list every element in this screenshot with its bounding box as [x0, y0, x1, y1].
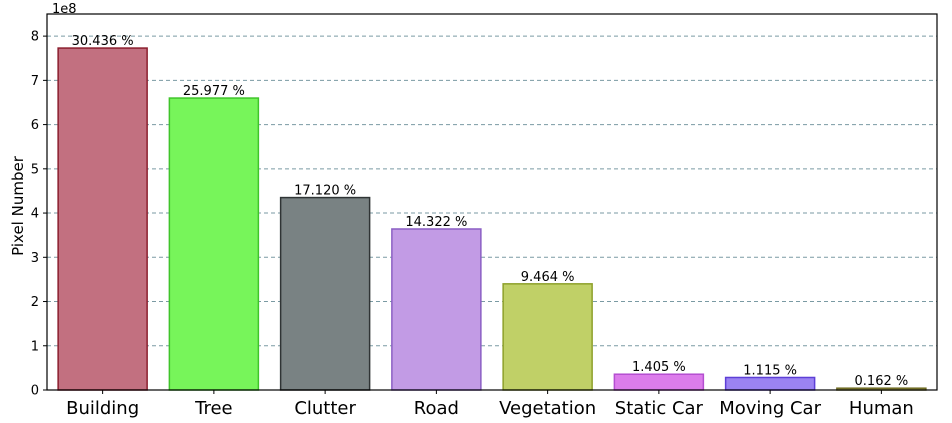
bar-static-car [613, 373, 705, 391]
bar-tree [168, 97, 260, 391]
y-tick-label: 3 [31, 251, 39, 266]
y-axis-multiplier: 1e8 [52, 2, 77, 17]
bar-value-label: 14.322 % [405, 215, 467, 230]
bars [57, 47, 927, 391]
bar-value-label: 9.464 % [521, 270, 575, 285]
bar-moving-car [724, 376, 816, 391]
y-tick-label: 5 [31, 162, 39, 177]
x-axis-ticks: Building Tree Clutter Road Vegetation Static … [66, 390, 914, 419]
x-category-label: Tree [194, 398, 233, 419]
x-category-label: Clutter [294, 398, 356, 419]
bar-value-label: 1.115 % [743, 363, 797, 378]
bar-value-label: 0.162 % [855, 374, 909, 389]
bar-value-label: 25.977 % [183, 84, 245, 99]
x-category-label: Static Car [615, 398, 704, 419]
y-axis-label: Pixel Number [9, 155, 27, 256]
plot-frame [46, 13, 938, 391]
y-tick-label: 2 [31, 295, 39, 310]
bar-value-label: 17.120 % [294, 184, 356, 199]
y-tick-label: 6 [31, 118, 39, 133]
data-labels: 30.436 % 25.977 % 17.120 % 14.322 % 9.464 % 1… [72, 34, 909, 389]
x-category-label: Moving Car [719, 398, 821, 419]
y-tick-label: 8 [31, 30, 39, 45]
y-axis-ticks: 0 1 2 3 4 5 6 7 8 [31, 30, 47, 399]
bar-value-label: 1.405 % [632, 360, 686, 375]
y-tick-label: 1 [31, 339, 39, 354]
bar-road [391, 228, 482, 391]
y-tick-label: 7 [31, 74, 39, 89]
x-category-label: Road [414, 398, 459, 419]
bar-value-label: 30.436 % [72, 34, 134, 49]
y-tick-label: 0 [31, 384, 39, 399]
x-category-label: Vegetation [499, 398, 596, 419]
y-tick-label: 4 [31, 207, 39, 222]
bar-building [57, 47, 148, 391]
x-category-label: Human [849, 398, 914, 419]
bar-vegetation [502, 283, 593, 391]
bar-clutter [279, 196, 371, 391]
x-category-label: Building [66, 398, 139, 419]
